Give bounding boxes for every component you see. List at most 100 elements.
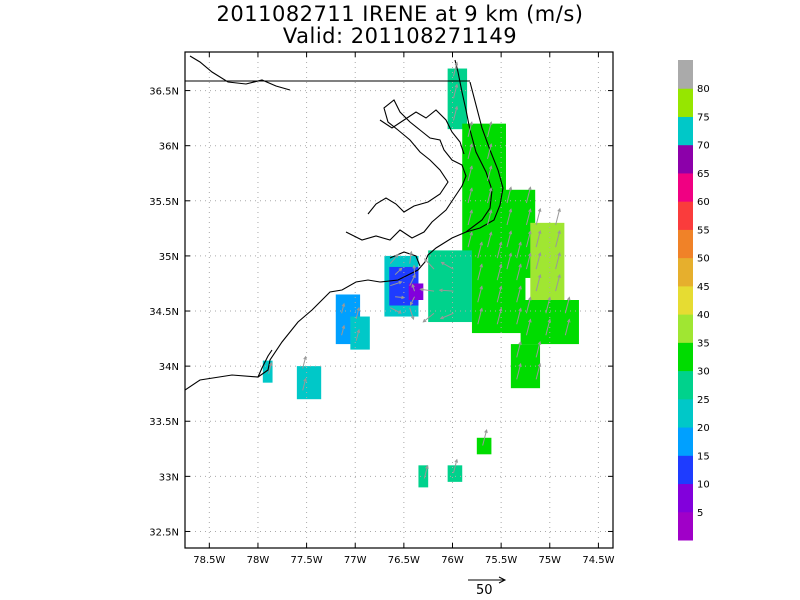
wind-vector-head [557, 207, 561, 213]
wind-vector [268, 362, 272, 374]
wind-vector-head [537, 251, 542, 257]
wind-vector-head [409, 301, 414, 306]
wind-vector-head [518, 241, 522, 246]
wind-vector-head [557, 251, 561, 257]
colorbar-block [678, 427, 693, 456]
wind-vector-head [425, 464, 429, 470]
wind-vector [535, 274, 541, 292]
wind-vector [516, 264, 522, 281]
wind-vector-head [422, 318, 427, 323]
wind-vector [420, 288, 435, 292]
barrier-islands [465, 81, 504, 233]
wind-region-0 [447, 68, 468, 130]
y-tick-label: 35.5N [149, 197, 179, 208]
wind-vector-head [397, 310, 402, 314]
wind-vector-head [410, 315, 415, 321]
wind-vector-head [479, 241, 483, 246]
x-tick-label: 75.5W [485, 555, 517, 566]
colorbar-label: 15 [697, 451, 710, 462]
colorbar-block [678, 483, 693, 513]
wind-speed-shading [262, 68, 579, 488]
wind-vector-head [484, 429, 488, 434]
wind-vector-head [479, 285, 483, 290]
wind-vector [439, 289, 454, 292]
wind-vector-head [547, 296, 552, 301]
wind-vector [545, 319, 551, 336]
wind-vector-head [454, 61, 459, 66]
wind-region-15 [476, 437, 492, 455]
wind-vector-head [469, 165, 473, 170]
wind-vector [302, 378, 307, 391]
wind-vector-head [479, 263, 483, 268]
wind-vector [452, 84, 458, 99]
colorbar-block [678, 285, 693, 315]
wind-vector [506, 209, 512, 226]
wind-vector [395, 296, 405, 299]
wind-vector-head [488, 165, 493, 170]
wind-vector [482, 429, 488, 446]
wind-vector [516, 341, 522, 358]
wind-vector-head [518, 263, 522, 268]
wind-vector [477, 286, 483, 303]
wind-vector [409, 307, 414, 320]
x-tick-label: 78.5W [193, 555, 225, 566]
wind-vector-head [537, 274, 542, 279]
wind-vector [535, 252, 541, 270]
cape-fear [257, 349, 273, 378]
x-tick-label: 76W [441, 555, 464, 566]
wind-vector [525, 187, 531, 204]
wind-vectors [268, 61, 571, 479]
wind-vector [487, 210, 492, 226]
colorbar-block [678, 229, 693, 259]
colorbar-block [678, 342, 693, 372]
wind-vector [564, 319, 570, 336]
wind-vector [535, 208, 541, 226]
colorbar: 5 10 15 20 25 30 35 40 45 50 55 60 65 70 75 80 [678, 60, 710, 541]
colorbar-block [678, 314, 693, 343]
wind-vector-head [454, 83, 459, 88]
wind-vector-head [498, 285, 503, 290]
wind-vector-head [498, 307, 503, 312]
colorbar-label: 20 [697, 423, 710, 434]
colorbar-label: 45 [697, 282, 710, 293]
wind-vector-head [438, 288, 443, 293]
colorbar-block [678, 257, 693, 287]
wind-vector [409, 251, 412, 264]
wind-vector [525, 231, 531, 248]
wind-vector-head [469, 121, 473, 126]
wind-vector-head [488, 231, 493, 236]
wind-vector [564, 297, 570, 314]
wind-vector-head [508, 230, 513, 235]
colorbar-label: 75 [697, 112, 710, 123]
colorbar-block [678, 144, 693, 174]
colorbar-label: 5 [697, 508, 703, 519]
colorbar-label: 55 [697, 225, 710, 236]
wind-vector [555, 274, 561, 292]
wind-vector-head [557, 274, 561, 279]
wind-vector [355, 307, 360, 319]
wind-region-10 [408, 283, 424, 300]
colorbar-label: 35 [697, 338, 710, 349]
wind-vector-head [508, 186, 513, 191]
wind-vector [452, 62, 458, 77]
wind-vector [467, 210, 473, 226]
x-tick-label: 77.5W [291, 555, 323, 566]
wind-vector [487, 122, 492, 137]
wind-vector-head [356, 328, 361, 333]
wind-vector-head [412, 264, 417, 269]
wind-vector [302, 356, 307, 369]
wind-vector-head [528, 230, 532, 235]
wind-vector [452, 459, 458, 474]
wind-vector [487, 232, 492, 248]
colorbar-label: 40 [697, 310, 710, 321]
wind-vector-head [469, 187, 473, 192]
wind-vector [341, 303, 345, 314]
wind-vector-head [528, 252, 532, 257]
wind-vector [535, 363, 541, 380]
colorbar-label: 25 [697, 395, 710, 406]
wind-vector-head [412, 274, 416, 279]
wind-region-13 [296, 366, 322, 400]
wind-vector-head [557, 229, 561, 235]
wind-vector [467, 188, 473, 204]
